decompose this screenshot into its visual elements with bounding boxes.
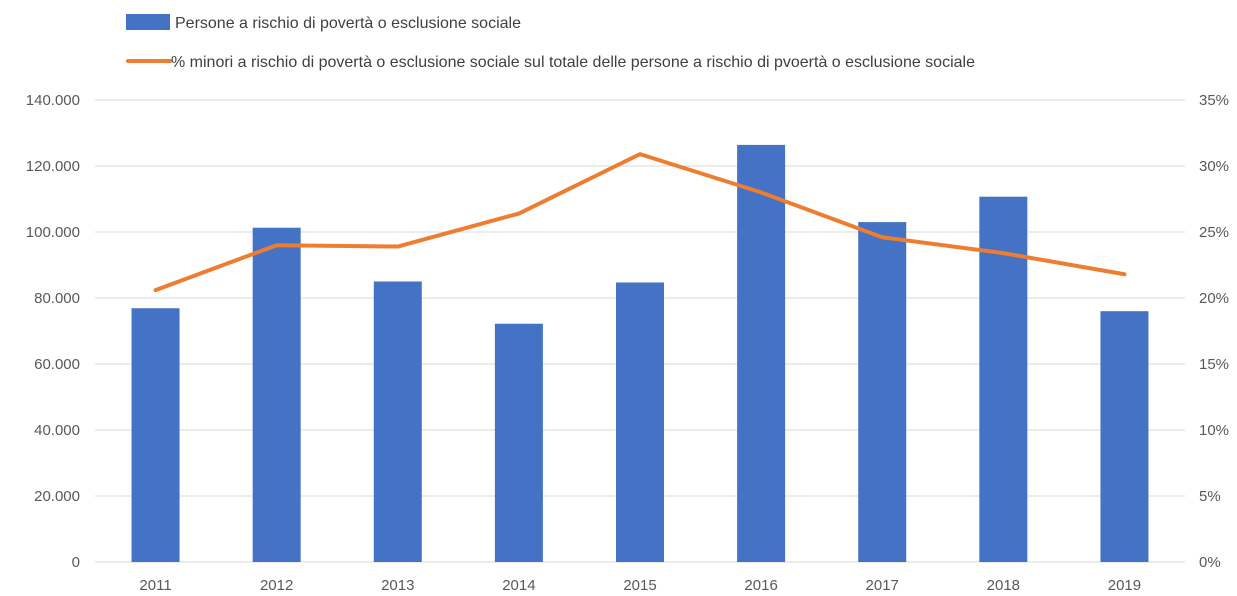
- y-right-tick-label: 5%: [1199, 488, 1221, 505]
- x-tick-label: 2018: [987, 577, 1020, 594]
- y-right-tick-label: 35%: [1199, 92, 1229, 109]
- x-tick-label: 2016: [744, 577, 777, 594]
- y-left-tick-label: 120.000: [26, 158, 80, 175]
- y-left-tick-label: 0: [72, 554, 80, 571]
- legend-label-bar: Persone a rischio di povertà o esclusion…: [175, 15, 521, 32]
- bar: [1100, 311, 1149, 562]
- legend-label-line: % minori a rischio di povertà o esclusio…: [171, 54, 975, 71]
- y-left-tick-label: 20.000: [34, 488, 80, 505]
- y-axis-right: 0% 5% 10% 15% 20% 25% 30% 35%: [1199, 92, 1229, 571]
- x-tick-label: 2015: [623, 577, 656, 594]
- bar: [373, 281, 422, 562]
- bar: [131, 308, 180, 562]
- y-left-tick-label: 40.000: [34, 422, 80, 439]
- bar-series: [131, 144, 1149, 562]
- legend-swatch-bar: [126, 14, 170, 30]
- x-tick-label: 2019: [1108, 577, 1141, 594]
- bar: [616, 282, 664, 562]
- y-axis-left: 0 20.000 40.000 60.000 80.000 100.000 120.000 1…: [26, 92, 80, 571]
- y-right-tick-label: 15%: [1199, 356, 1229, 373]
- x-axis: 2011 2012 2013 2014 2015 2016 2017 2018 2019: [139, 577, 1141, 594]
- y-right-tick-label: 25%: [1199, 224, 1229, 241]
- y-right-tick-label: 30%: [1199, 158, 1229, 175]
- line-series: [153, 152, 1127, 293]
- x-tick-label: 2013: [381, 577, 414, 594]
- series-line: [153, 152, 1127, 293]
- y-left-tick-label: 60.000: [34, 356, 80, 373]
- y-left-tick-label: 80.000: [34, 290, 80, 307]
- bar: [737, 144, 786, 562]
- x-tick-label: 2011: [139, 577, 171, 594]
- legend: Persone a rischio di povertà o esclusion…: [126, 14, 975, 71]
- x-tick-label: 2014: [502, 577, 535, 594]
- bar: [858, 222, 907, 562]
- y-right-tick-label: 20%: [1199, 290, 1229, 307]
- y-right-tick-label: 0%: [1199, 554, 1221, 571]
- y-left-tick-label: 100.000: [26, 224, 80, 241]
- x-tick-label: 2012: [260, 577, 293, 594]
- y-right-tick-label: 10%: [1199, 422, 1229, 439]
- bar: [252, 227, 301, 562]
- bar: [494, 323, 543, 562]
- x-tick-label: 2017: [866, 577, 899, 594]
- y-left-tick-label: 140.000: [26, 92, 80, 109]
